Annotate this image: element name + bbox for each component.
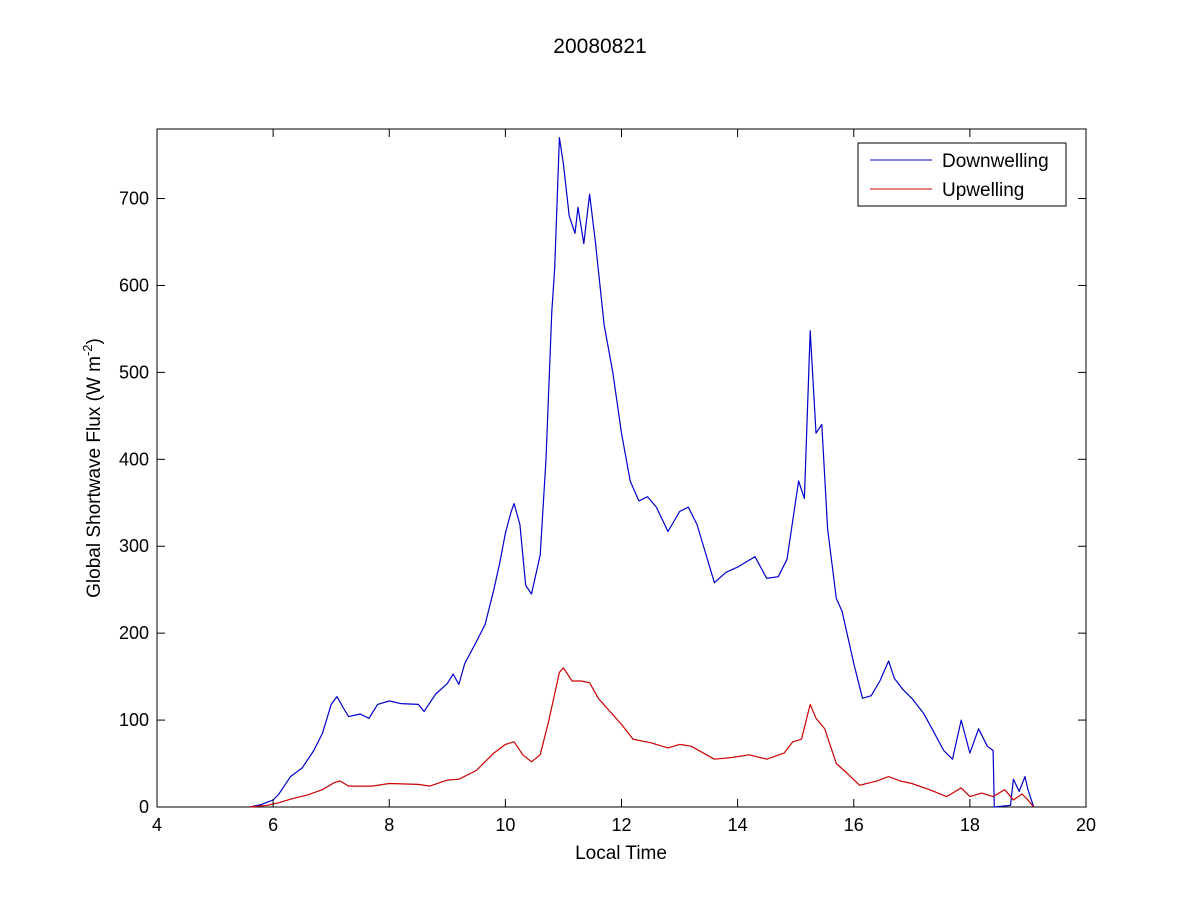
x-tick-label: 14 <box>728 815 748 835</box>
series-line-upwelling <box>249 667 1035 808</box>
x-tick-label: 16 <box>844 815 864 835</box>
plot-frame <box>156 128 1087 808</box>
y-axis-label-close: ) <box>84 338 105 344</box>
legend-box <box>857 142 1067 207</box>
x-tick-label: 10 <box>495 815 515 835</box>
y-axis-label-superscript: -2 <box>80 344 95 356</box>
y-tick-label: 0 <box>139 797 149 817</box>
x-tick-label: 18 <box>960 815 980 835</box>
series-line-downwelling <box>249 137 1035 808</box>
y-tick-label: 700 <box>119 189 149 209</box>
legend: Downwelling Upwelling <box>857 142 1067 207</box>
x-tick-label: 12 <box>611 815 631 835</box>
y-axis-ticks: 0 100 200 300 400 500 600 700 <box>119 189 1086 817</box>
y-axis-label: Global Shortwave Flux (W m-2) <box>80 338 105 598</box>
chart-title: 20080821 <box>553 35 646 58</box>
y-tick-label: 200 <box>119 623 149 643</box>
y-tick-label: 500 <box>119 362 149 382</box>
y-axis-label-main: Global Shortwave Flux (W m <box>84 356 105 598</box>
legend-label-upwelling: Upwelling <box>942 180 1024 201</box>
x-tick-label: 8 <box>384 815 394 835</box>
y-tick-label: 400 <box>119 449 149 469</box>
x-axis-ticks: 4 6 8 10 12 14 16 18 20 <box>152 129 1096 835</box>
y-tick-label: 300 <box>119 536 149 556</box>
x-tick-label: 6 <box>268 815 278 835</box>
y-tick-label: 100 <box>119 710 149 730</box>
x-axis-label: Local Time <box>575 843 667 864</box>
series-layer <box>249 137 1035 808</box>
plot-area: 4 6 8 10 12 14 16 18 20 0 100 200 300 400 500 600 700 <box>119 128 1096 835</box>
x-tick-label: 20 <box>1076 815 1096 835</box>
legend-label-downwelling: Downwelling <box>942 151 1049 172</box>
x-tick-label: 4 <box>152 815 162 835</box>
y-tick-label: 600 <box>119 275 149 295</box>
